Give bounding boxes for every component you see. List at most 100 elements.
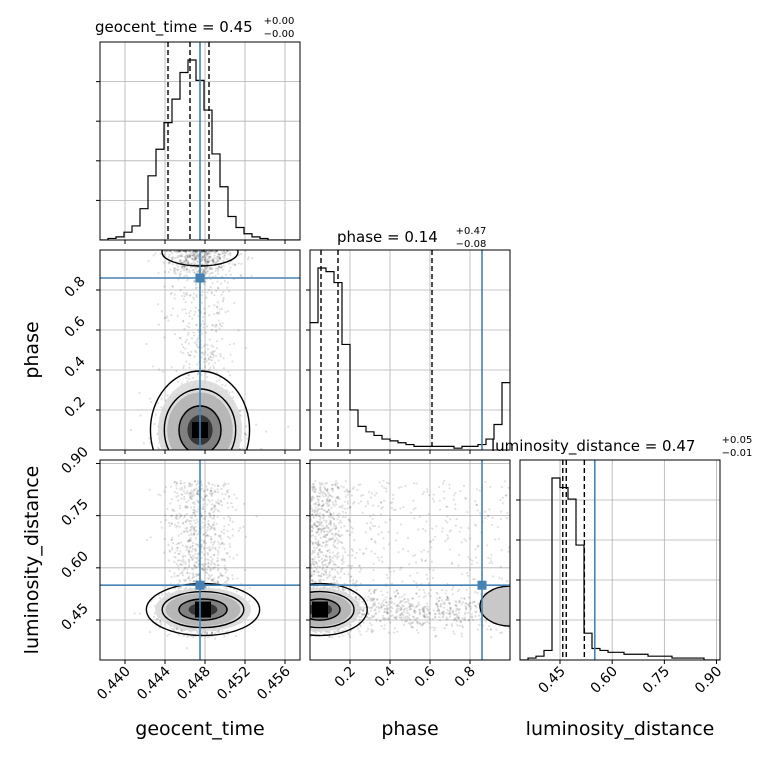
scatter-point bbox=[178, 516, 181, 519]
scatter-point bbox=[208, 525, 211, 528]
scatter-point bbox=[184, 260, 188, 263]
scatter-point bbox=[183, 308, 187, 311]
scatter-point bbox=[209, 252, 212, 255]
scatter-point bbox=[164, 514, 167, 517]
scatter-point bbox=[179, 482, 182, 485]
scatter-point bbox=[181, 261, 184, 264]
scatter-point bbox=[211, 271, 214, 274]
scatter-point bbox=[176, 380, 179, 383]
scatter-point bbox=[191, 251, 194, 254]
scatter-point bbox=[224, 311, 227, 314]
scatter-point bbox=[191, 545, 194, 548]
scatter-point bbox=[245, 434, 248, 437]
scatter-point bbox=[255, 515, 258, 518]
scatter-point bbox=[250, 274, 253, 278]
scatter-point bbox=[194, 250, 198, 253]
scatter-point bbox=[187, 575, 191, 578]
scatter-point bbox=[195, 270, 199, 273]
scatter-point bbox=[155, 618, 158, 621]
scatter-point bbox=[185, 250, 188, 253]
scatter-point bbox=[210, 574, 213, 577]
scatter-point bbox=[194, 263, 197, 266]
scatter-point bbox=[201, 250, 205, 253]
scatter-point bbox=[210, 548, 213, 551]
scatter-point bbox=[173, 490, 176, 494]
scatter-point bbox=[186, 255, 190, 259]
scatter-point bbox=[211, 517, 214, 520]
scatter-point bbox=[196, 250, 200, 253]
scatter-point bbox=[184, 520, 187, 523]
scatter-point bbox=[223, 279, 227, 283]
scatter-point bbox=[184, 492, 187, 495]
scatter-point bbox=[226, 489, 230, 492]
scatter-point bbox=[244, 425, 248, 428]
scatter-point bbox=[205, 632, 209, 636]
scatter-point bbox=[216, 306, 219, 309]
scatter-point bbox=[210, 632, 213, 635]
scatter-point bbox=[194, 258, 197, 261]
scatter-point bbox=[212, 312, 216, 316]
scatter-point bbox=[201, 256, 204, 259]
scatter-point bbox=[168, 253, 171, 256]
scatter-point bbox=[178, 250, 182, 253]
scatter-point bbox=[210, 632, 213, 635]
scatter-point bbox=[208, 635, 211, 639]
scatter-point bbox=[194, 529, 197, 532]
scatter-point bbox=[206, 488, 209, 491]
scatter-point bbox=[196, 372, 200, 375]
scatter-point bbox=[193, 513, 197, 516]
scatter-point bbox=[265, 430, 268, 433]
scatter-point bbox=[200, 293, 203, 297]
scatter-point bbox=[206, 376, 209, 379]
scatter-point bbox=[185, 360, 188, 363]
scatter-point bbox=[205, 494, 208, 498]
scatter-point bbox=[193, 506, 196, 509]
scatter-point bbox=[193, 262, 196, 265]
scatter-point bbox=[203, 256, 206, 259]
scatter-point bbox=[197, 574, 200, 577]
scatter-point bbox=[193, 511, 196, 514]
scatter-point bbox=[212, 577, 216, 580]
scatter-point bbox=[194, 257, 198, 260]
scatter-point bbox=[189, 254, 192, 258]
scatter-point bbox=[202, 507, 205, 510]
scatter-point bbox=[189, 516, 192, 519]
scatter-point bbox=[190, 497, 193, 500]
scatter-point bbox=[213, 509, 216, 512]
scatter-point bbox=[196, 260, 199, 263]
scatter-point bbox=[207, 362, 211, 365]
scatter-point bbox=[222, 484, 225, 488]
scatter-point bbox=[214, 548, 217, 551]
scatter-point bbox=[243, 568, 247, 572]
scatter-point bbox=[174, 272, 177, 275]
scatter-point bbox=[251, 256, 254, 260]
scatter-point bbox=[185, 506, 188, 509]
scatter-point bbox=[205, 571, 209, 575]
scatter-point bbox=[200, 268, 204, 271]
scatter-point bbox=[177, 586, 180, 590]
scatter-point bbox=[216, 255, 219, 259]
scatter-point bbox=[237, 329, 240, 332]
scatter-point bbox=[194, 549, 197, 552]
scatter-point bbox=[218, 503, 221, 506]
scatter-point bbox=[194, 258, 197, 261]
scatter-point bbox=[165, 518, 168, 522]
scatter-point bbox=[179, 259, 182, 263]
scatter-point bbox=[211, 250, 214, 253]
scatter-point bbox=[170, 366, 173, 369]
scatter-point bbox=[185, 250, 188, 253]
scatter-point bbox=[216, 311, 219, 314]
scatter-point bbox=[202, 553, 206, 556]
scatter-point bbox=[188, 294, 191, 297]
scatter-point bbox=[170, 538, 173, 541]
scatter-point bbox=[211, 258, 214, 262]
scatter-point bbox=[197, 559, 200, 563]
scatter-point bbox=[193, 508, 196, 512]
scatter-point bbox=[221, 322, 224, 325]
scatter-point bbox=[209, 256, 212, 259]
scatter-point bbox=[196, 250, 199, 253]
scatter-point bbox=[200, 515, 203, 518]
scatter-point bbox=[173, 551, 177, 554]
scatter-point bbox=[219, 253, 222, 256]
scatter-point bbox=[179, 272, 183, 276]
